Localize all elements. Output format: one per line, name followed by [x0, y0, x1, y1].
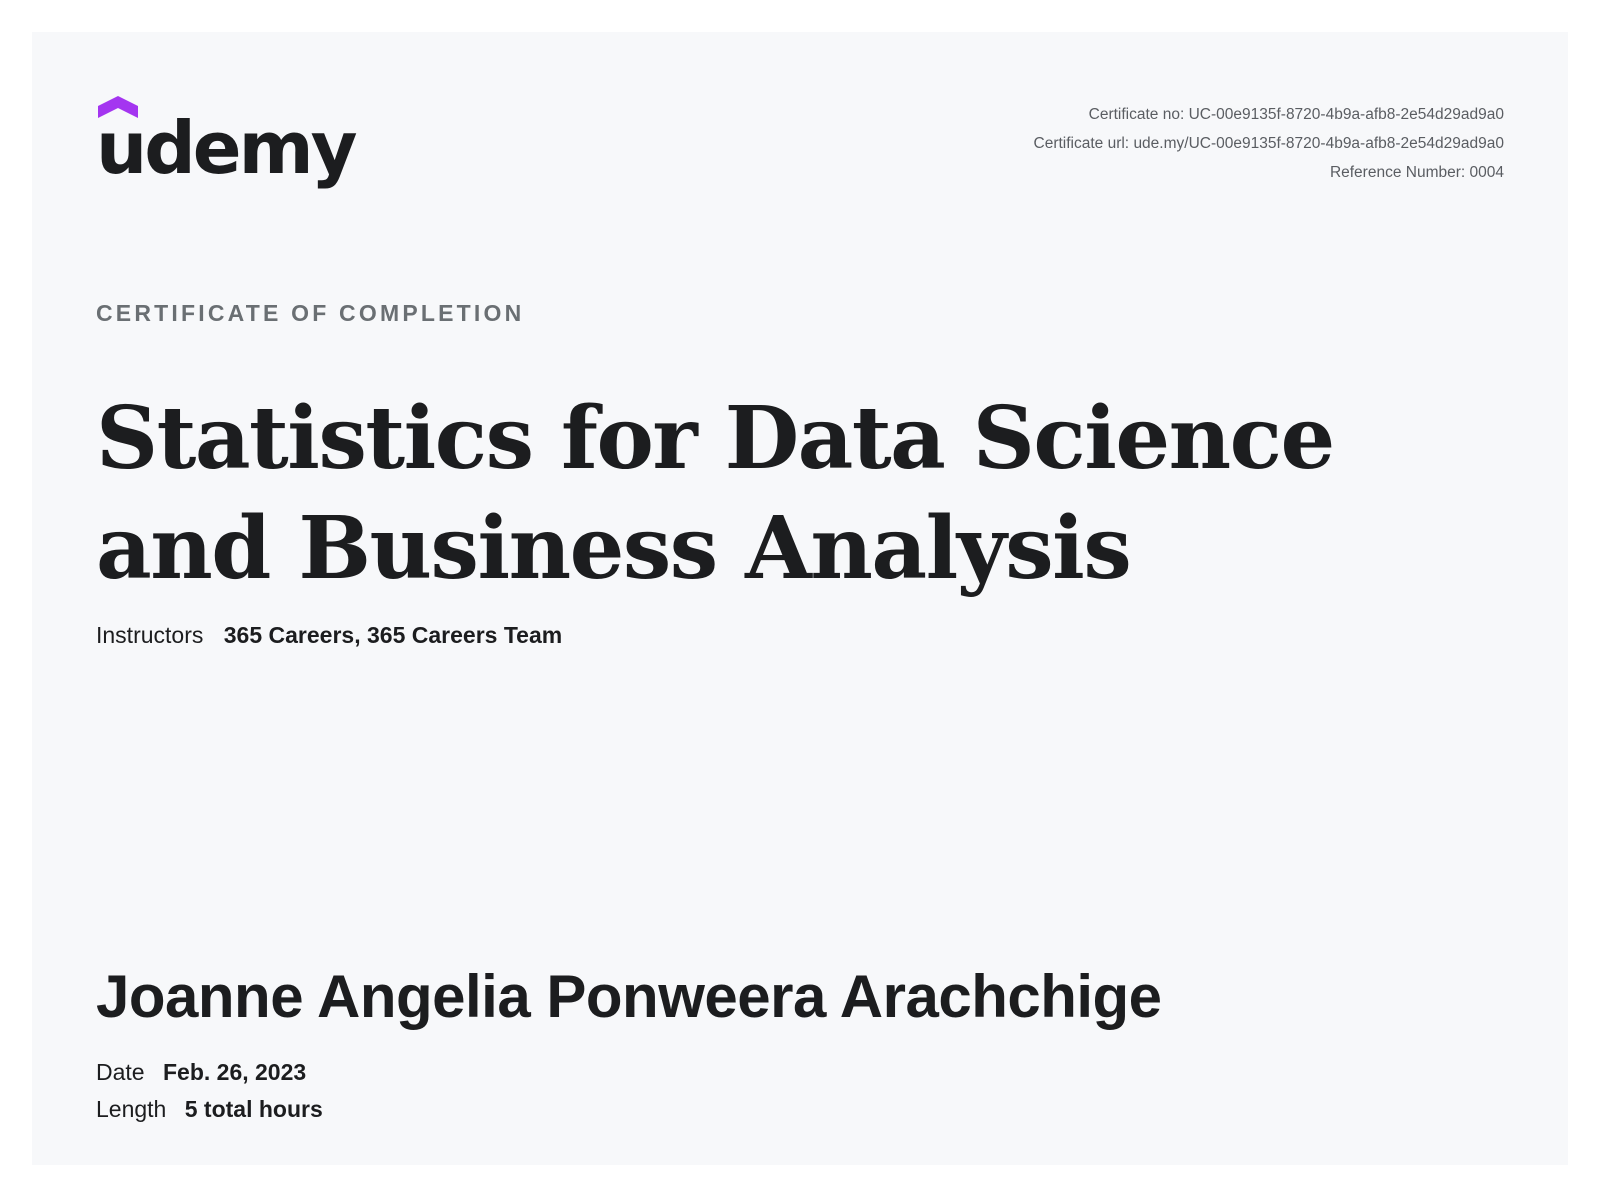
certificate-number-value: UC-00e9135f-8720-4b9a-afb8-2e54d29ad9a0: [1188, 106, 1504, 123]
reference-number-label: Reference Number:: [1329, 164, 1466, 181]
certificate-number-line: Certificate no: UC-00e9135f-8720-4b9a-af…: [1034, 100, 1504, 129]
date-value: Feb. 26, 2023: [162, 1059, 307, 1085]
certificate-heading: CERTIFICATE OF COMPLETION: [96, 300, 525, 326]
certificate-url-label: Certificate url:: [1033, 135, 1130, 152]
instructors-label: Instructors: [96, 622, 204, 648]
recipient-name: Joanne Angelia Ponweera Arachchige: [96, 963, 1162, 1030]
instructor-name: 365 Careers Team: [367, 622, 563, 648]
date-label: Date: [96, 1059, 145, 1085]
reference-number-value: 0004: [1469, 164, 1504, 181]
instructor-name: 365 Careers,: [223, 622, 361, 648]
reference-number-line: Reference Number: 0004: [1034, 158, 1504, 187]
course-title: Statistics for Data Science and Business…: [96, 388, 1335, 599]
instructors-line: Instructors 365 Careers, 365 Careers Tea…: [96, 622, 562, 649]
length-label: Length: [96, 1096, 167, 1122]
certificate-url-line: Certificate url: ude.my/UC-00e9135f-8720…: [1034, 129, 1505, 158]
length-value: 5 total hours: [184, 1096, 323, 1122]
certificate-number-label: Certificate no:: [1088, 106, 1185, 123]
certificate-url-value: ude.my/UC-00e9135f-8720-4b9a-afb8-2e54d2…: [1133, 135, 1504, 152]
certificate-meta: Certificate no: UC-00e9135f-8720-4b9a-af…: [1034, 100, 1505, 187]
logo-wordmark: udemy: [96, 106, 358, 190]
certificate-card: udemy Certificate no: UC-00e9135f-8720-4…: [32, 32, 1568, 1165]
length-line: Length 5 total hours: [96, 1096, 323, 1123]
date-line: Date Feb. 26, 2023: [96, 1059, 306, 1086]
graduation-cap-icon: [98, 96, 138, 118]
udemy-logo: udemy: [96, 96, 358, 196]
